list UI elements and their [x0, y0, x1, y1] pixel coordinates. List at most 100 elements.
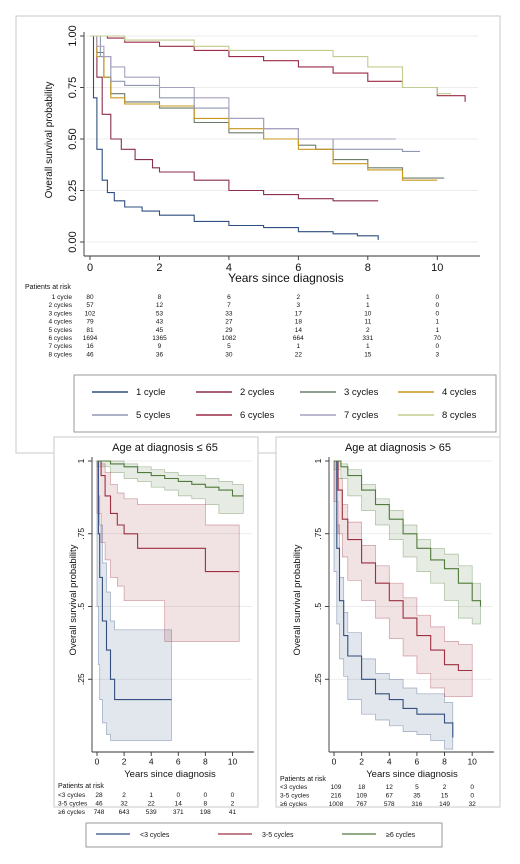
- bottom-left-risk-title: Patients at risk: [58, 783, 104, 790]
- bottom-right-y-tick-label: .75: [313, 528, 323, 540]
- bottom-right-risk-value: 5: [415, 784, 419, 791]
- top-risk-title: Patients at risk: [25, 284, 71, 291]
- top-risk-row-label: 6 cycles: [49, 335, 73, 342]
- top-survival-line-3: [90, 35, 438, 181]
- bottom-right-y-tick-label: 1: [313, 458, 323, 463]
- top-chart-panel: Overall survival probability Years since…: [15, 15, 501, 454]
- top-risk-value: 0: [435, 343, 439, 350]
- bottom-left-y-tick-label: 1: [76, 458, 86, 463]
- bottom-legend-label: 3-5 cycles: [262, 832, 294, 839]
- top-risk-value: 79: [86, 319, 94, 326]
- top-legend-label: 6 cycles: [240, 410, 275, 421]
- top-survival-line-7: [90, 35, 452, 95]
- top-risk-value: 1: [366, 302, 370, 309]
- bottom-left-chart-panel: Age at diagnosis ≤ 65 Overall survival p…: [53, 436, 259, 816]
- bottom-left-ci-band-1: [96, 460, 240, 642]
- top-y-tick-label: 1.00: [67, 25, 79, 46]
- bottom-left-survival-line-1: [97, 460, 240, 573]
- top-risk-value: 1: [366, 294, 370, 301]
- bottom-right-risk-value: 109: [356, 793, 367, 800]
- bottom-left-risk-value: 2: [122, 792, 126, 799]
- bottom-right-x-tick-label: 10: [467, 757, 477, 767]
- top-risk-row-label: 1 cycle: [52, 294, 73, 301]
- bottom-right-risk-value: 67: [386, 793, 394, 800]
- bottom-left-risk-value: 0: [176, 792, 180, 799]
- bottom-right-y-tick-label: .25: [313, 673, 323, 685]
- top-risk-value: 1: [366, 343, 370, 350]
- bottom-left-x-axis-title: Years since diagnosis: [124, 769, 216, 780]
- top-risk-value: 70: [434, 335, 442, 342]
- bottom-right-survival-line-1: [334, 460, 473, 672]
- bottom-right-risk-value: 12: [386, 784, 394, 791]
- top-risk-value: 9: [158, 343, 162, 350]
- bottom-left-ci-band-2: [96, 460, 244, 514]
- top-legend-label: 4 cycles: [442, 387, 477, 398]
- top-risk-value: 15: [364, 351, 372, 358]
- top-risk-row-label: 2 cycles: [49, 302, 73, 309]
- bottom-left-risk-value: 28: [95, 792, 103, 799]
- bottom-right-risk-value: 109: [331, 784, 342, 791]
- bottom-right-risk-value: 0: [470, 793, 474, 800]
- bottom-right-risk-value: 35: [413, 793, 421, 800]
- bottom-left-risk-value: 22: [148, 801, 156, 808]
- bottom-right-risk-value: 316: [411, 801, 422, 808]
- bottom-left-x-tick-label: 6: [176, 757, 181, 767]
- bottom-right-risk-row-label: <3 cycles: [280, 784, 308, 791]
- bottom-right-risk-table: <3 cycles 109 18 12 5 2 0 3-5 cycles 216 109 67 35 1…: [280, 784, 476, 808]
- top-risk-value: 53: [156, 310, 164, 317]
- top-risk-value: 1082: [222, 335, 237, 342]
- top-risk-value: 27: [225, 319, 233, 326]
- top-x-tick-label: 4: [226, 262, 232, 274]
- bottom-right-panel-frame: [275, 436, 501, 808]
- top-survival-line-6: [90, 35, 396, 140]
- top-risk-value: 18: [295, 319, 303, 326]
- bottom-left-risk-value: 8: [204, 801, 208, 808]
- bottom-left-y-tick-label: .25: [76, 673, 86, 685]
- bottom-right-y-axis-title: Overall survival probability: [292, 544, 303, 655]
- top-x-tick-label: 0: [87, 262, 93, 274]
- top-risk-value: 1: [435, 319, 439, 326]
- top-risk-value: 1365: [152, 335, 167, 342]
- top-risk-value: 1694: [83, 335, 98, 342]
- top-risk-value: 81: [86, 327, 94, 334]
- top-risk-value: 17: [295, 310, 303, 317]
- bottom-right-x-tick-label: 0: [332, 757, 337, 767]
- top-plot-area: 0.00 0.25 0.50 0.75 1.00 0 2 4 6 8 10: [67, 25, 480, 274]
- top-risk-value: 10: [364, 310, 372, 317]
- bottom-legend-label: ≥6 cycles: [386, 832, 416, 839]
- bottom-right-risk-value: 149: [439, 801, 450, 808]
- top-risk-value: 2: [366, 327, 370, 334]
- bottom-left-ci-band-0: [96, 460, 172, 741]
- top-risk-value: 2: [297, 294, 301, 301]
- top-legend-label: 5 cycles: [136, 410, 171, 421]
- bottom-left-x-tick-label: 0: [95, 757, 100, 767]
- top-legend-label: 3 cycles: [344, 387, 379, 398]
- top-risk-value: 12: [156, 302, 164, 309]
- bottom-right-x-axis-title: Years since diagnosis: [366, 769, 458, 780]
- bottom-right-survival-line-2: [334, 460, 482, 607]
- bottom-right-x-tick-label: 8: [442, 757, 447, 767]
- top-risk-value: 7: [227, 302, 231, 309]
- top-risk-value: 16: [86, 343, 94, 350]
- top-risk-value: 57: [86, 302, 94, 309]
- bottom-left-x-tick-label: 4: [149, 757, 154, 767]
- bottom-left-risk-value: 32: [120, 801, 128, 808]
- top-risk-value: 33: [225, 310, 233, 317]
- bottom-left-y-axis-title: Overall survival probability: [68, 544, 79, 655]
- top-risk-value: 1: [435, 327, 439, 334]
- bottom-right-survival-line-0: [334, 460, 454, 738]
- bottom-right-x-tick-label: 2: [359, 757, 364, 767]
- bottom-left-survival-line-0: [97, 460, 172, 701]
- bottom-left-risk-value: 2: [231, 801, 235, 808]
- top-survival-line-1: [90, 35, 379, 202]
- bottom-left-x-tick-label: 2: [122, 757, 127, 767]
- bottom-right-risk-value: 18: [358, 784, 366, 791]
- top-x-tick-label: 8: [365, 262, 371, 274]
- bottom-left-panel-frame: [53, 436, 259, 808]
- bottom-left-risk-row-label: <3 cycles: [58, 792, 86, 799]
- top-risk-row-label: 7 cycles: [49, 343, 73, 350]
- bottom-left-risk-value: 371: [173, 809, 184, 816]
- bottom-right-risk-title: Patients at risk: [280, 776, 326, 783]
- bottom-left-risk-value: 41: [229, 809, 237, 816]
